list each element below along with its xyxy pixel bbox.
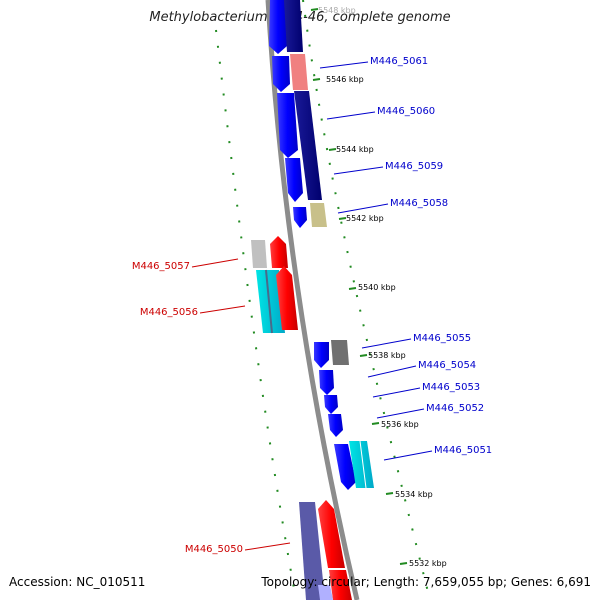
gene-block	[276, 266, 298, 330]
gene-block	[299, 502, 325, 600]
tick-label: 5542 kbp	[346, 214, 384, 223]
gene-block	[310, 203, 327, 227]
gene-block	[294, 91, 322, 200]
gene-label[interactable]: M446_5053	[422, 382, 480, 393]
gene-leader-line	[199, 305, 246, 314]
tick-mark	[385, 492, 394, 495]
gene-block	[334, 444, 356, 490]
kbp-ticks: 5548 kbp 5546 kbp 5544 kbp 5542 kbp 5540 kbp…	[310, 6, 447, 568]
gene-block	[277, 93, 298, 158]
gene-label[interactable]: M446_5055	[413, 333, 471, 344]
gene-block	[328, 414, 343, 437]
gene-block	[318, 585, 333, 600]
gene-block	[319, 370, 334, 395]
gene-block	[270, 236, 288, 268]
gene-block	[324, 395, 338, 414]
gene-leader-line	[191, 258, 239, 268]
gene-leader-line	[337, 203, 389, 214]
tick-label: 5532 kbp	[409, 559, 447, 568]
gene-block	[293, 207, 307, 228]
gene-label[interactable]: M446_5051	[434, 445, 492, 456]
gene-block	[285, 158, 303, 202]
gene-label[interactable]: M446_5059	[385, 161, 443, 172]
gene-block	[331, 340, 349, 365]
gene-block	[318, 500, 345, 568]
genome-summary: Topology: circular; Length: 7,659,055 bp…	[261, 575, 591, 589]
tick-label: 5544 kbp	[336, 145, 374, 154]
tick-mark	[348, 287, 357, 290]
tick-mark	[338, 217, 347, 220]
gene-divider	[359, 440, 367, 489]
tick-label: 5534 kbp	[395, 490, 433, 499]
gene-block	[349, 441, 374, 488]
gene-block	[251, 240, 267, 268]
gene-block	[329, 570, 352, 600]
gene-label[interactable]: M446_5060	[377, 106, 435, 117]
gene-block	[314, 342, 329, 368]
tick-mark	[371, 422, 380, 425]
gene-leader-line	[376, 408, 425, 419]
gene-leader-line	[319, 61, 369, 69]
tick-mark	[399, 562, 408, 565]
tick-mark	[359, 354, 368, 357]
gene-leader-line	[372, 387, 421, 398]
gene-leader-line	[333, 166, 384, 175]
tick-mark	[312, 78, 321, 81]
tick-label: 5546 kbp	[326, 75, 364, 84]
tick-label: 5540 kbp	[358, 283, 396, 292]
accession-label: Accession: NC_010511	[9, 575, 146, 589]
gene-block	[272, 56, 290, 92]
gene-leader-line	[361, 338, 412, 349]
forward-strand-genes	[269, 0, 374, 490]
gene-block	[269, 0, 287, 54]
gene-label[interactable]: M446_5050	[185, 544, 243, 555]
gene-label[interactable]: M446_5056	[140, 307, 198, 318]
gene-label[interactable]: M446_5061	[370, 56, 428, 67]
gene-block	[290, 54, 308, 90]
gene-leader-line	[326, 111, 376, 120]
reverse-strand-genes	[251, 236, 352, 600]
tick-label: 5538 kbp	[368, 351, 406, 360]
tick-label: 5536 kbp	[381, 420, 419, 429]
gene-label[interactable]: M446_5058	[390, 198, 448, 209]
gene-block	[284, 0, 303, 52]
gene-leader-line	[244, 542, 291, 551]
gene-label[interactable]: M446_5052	[426, 403, 484, 414]
gene-leader-line	[383, 450, 433, 461]
gene-divider	[265, 269, 273, 334]
gene-leader-line	[367, 365, 417, 378]
tick-label: 5548 kbp	[318, 6, 356, 15]
tick-mark	[328, 148, 337, 151]
gene-label[interactable]: M446_5057	[132, 261, 190, 272]
tick-mark	[310, 8, 319, 11]
gene-label[interactable]: M446_5054	[418, 360, 476, 371]
gene-labels: M446_5061 M446_5060 M446_5059 M446_5058 M446…	[132, 56, 492, 555]
